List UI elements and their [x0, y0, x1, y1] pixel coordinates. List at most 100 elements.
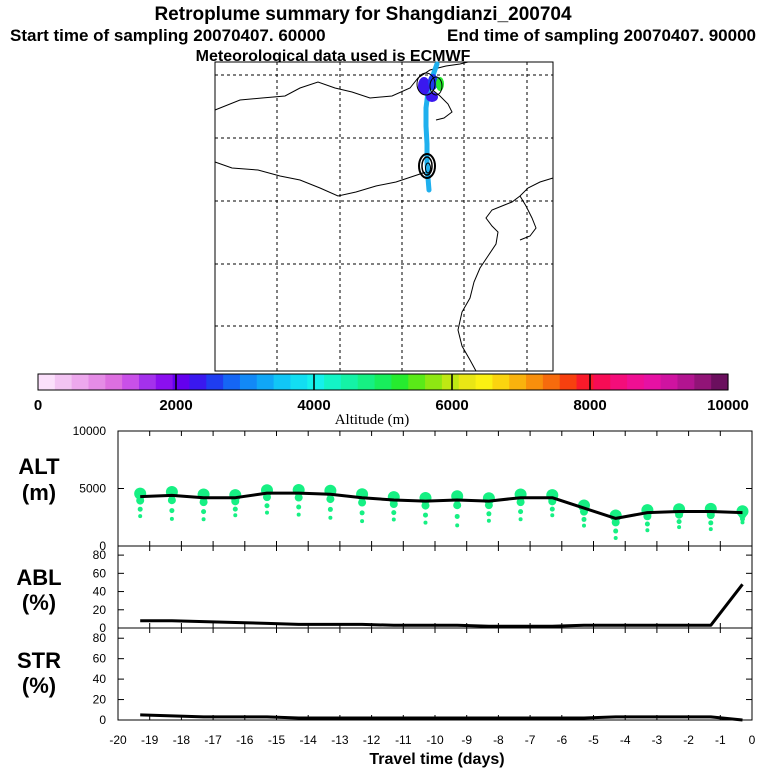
alt-scatter-dot	[232, 506, 238, 512]
xtick-label: -12	[363, 733, 381, 747]
alt-scatter-dot	[167, 496, 176, 505]
colorbar-cell	[694, 374, 712, 390]
colorbar-cell	[610, 374, 628, 390]
colorbar-cell	[340, 374, 359, 390]
alt-scatter-dot	[644, 521, 650, 527]
alt-scatter-dot	[201, 517, 206, 522]
alt-scatter-dot	[201, 509, 207, 515]
colorbar-cell	[542, 374, 561, 390]
alt-scatter-dot	[613, 528, 619, 534]
alt-scatter-dot	[613, 535, 618, 540]
alt-scatter-dot	[740, 520, 745, 525]
alt-ytick-label: 10000	[73, 424, 107, 438]
xtick-label: -16	[236, 733, 254, 747]
colorbar-cell	[307, 374, 325, 390]
coast-east	[457, 177, 554, 372]
cluster-contour	[421, 156, 433, 176]
abl-ytick-label: 20	[93, 603, 107, 617]
alt-scatter-dot	[389, 500, 398, 509]
colorbar-cell	[273, 374, 292, 390]
colorbar-cell	[357, 374, 376, 390]
xtick-label: -6	[556, 733, 567, 747]
xtick-label: -9	[461, 733, 472, 747]
xtick-label: -8	[493, 733, 504, 747]
alt-scatter-dot	[199, 498, 208, 507]
xtick-label: -11	[395, 733, 412, 747]
alt-scatter-dot	[581, 516, 587, 522]
alt-scatter-dot	[581, 523, 586, 528]
str-label-line1: STR	[17, 648, 61, 673]
alt-scatter-dot	[708, 520, 714, 526]
alt-scatter-dot	[296, 504, 302, 510]
colorbar-cell	[206, 374, 224, 390]
colorbar-cell	[509, 374, 527, 390]
alt-scatter-dot	[739, 516, 745, 522]
xtick-label: -18	[173, 733, 191, 747]
alt-scatter-dot	[296, 512, 301, 517]
alt-scatter-dot	[391, 510, 397, 516]
xtick-label: -15	[268, 733, 286, 747]
colorbar-cell	[155, 374, 174, 390]
abl-ytick-label: 0	[99, 621, 106, 635]
alt-scatter-dot	[423, 520, 428, 525]
alt-scatter-dot	[486, 511, 492, 517]
cluster-contour	[418, 153, 436, 179]
xtick-label: -19	[141, 733, 159, 747]
alt-scatter-dot	[264, 503, 270, 509]
alt-scatter-dot	[518, 509, 524, 515]
colorbar-cell	[256, 374, 275, 390]
alt-scatter-dot	[138, 514, 143, 519]
xtick-label: -4	[620, 733, 631, 747]
xtick-label: -20	[109, 733, 127, 747]
xtick-label: -7	[525, 733, 536, 747]
colorbar-cell	[677, 374, 695, 390]
cluster-contour	[429, 76, 443, 96]
alt-scatter-dot	[422, 512, 428, 518]
str-ytick-label: 40	[93, 672, 107, 686]
peninsula	[519, 195, 537, 241]
colorbar-cell	[593, 374, 611, 390]
colorbar-cell	[105, 374, 123, 390]
xtick-label: -2	[683, 733, 694, 747]
alt-scatter-dot	[328, 515, 333, 520]
alt-scatter-dot	[169, 508, 175, 514]
abl-series-line	[140, 583, 744, 628]
alt-scatter-dot	[453, 501, 462, 510]
border-middle	[214, 161, 433, 197]
str-label-line2: (%)	[22, 673, 56, 698]
alt-scatter-dot	[360, 519, 365, 524]
colorbar-cell	[172, 374, 191, 390]
alt-scatter-dot	[262, 493, 271, 502]
colorbar-tick-label: 6000	[435, 397, 468, 414]
alt-scatter-dot	[326, 495, 335, 504]
colorbar-cell	[458, 374, 477, 390]
alt-scatter-dot	[645, 528, 650, 533]
xtick-label: -5	[588, 733, 599, 747]
colorbar-cell	[189, 374, 207, 390]
colorbar-cell	[627, 374, 645, 390]
cluster-dot	[418, 77, 430, 95]
source-cluster-south	[418, 153, 436, 179]
alt-scatter-dot	[264, 510, 269, 515]
str-panel-frame	[117, 627, 753, 721]
cluster-contour	[416, 72, 436, 96]
alt-scatter-dot	[358, 498, 367, 507]
alt-scatter-dot	[233, 513, 238, 518]
str-ytick-label: 80	[93, 631, 107, 645]
colorbar-cell	[88, 374, 106, 390]
alt-ytick-label: 0	[99, 539, 106, 553]
colorbar-cell	[576, 374, 594, 390]
abl-panel-frame	[117, 545, 753, 629]
altitude-colorbar: 0 2000 4000 6000 8000 10000 Altitude (m)	[34, 373, 749, 428]
abl-label-line1: ABL	[16, 565, 61, 590]
alt-label-line1: ALT	[18, 454, 60, 479]
alt-scatter-dot	[327, 506, 333, 512]
start-time-label: Start time of sampling 20070407. 60000	[10, 26, 326, 45]
alt-scatter-dot	[706, 511, 715, 520]
colorbar-tick-label: 4000	[297, 397, 330, 414]
alt-scatter-dot	[294, 493, 303, 502]
colorbar-cell	[711, 374, 729, 390]
colorbar-cell	[122, 374, 140, 390]
str-ytick-label: 20	[93, 693, 107, 707]
